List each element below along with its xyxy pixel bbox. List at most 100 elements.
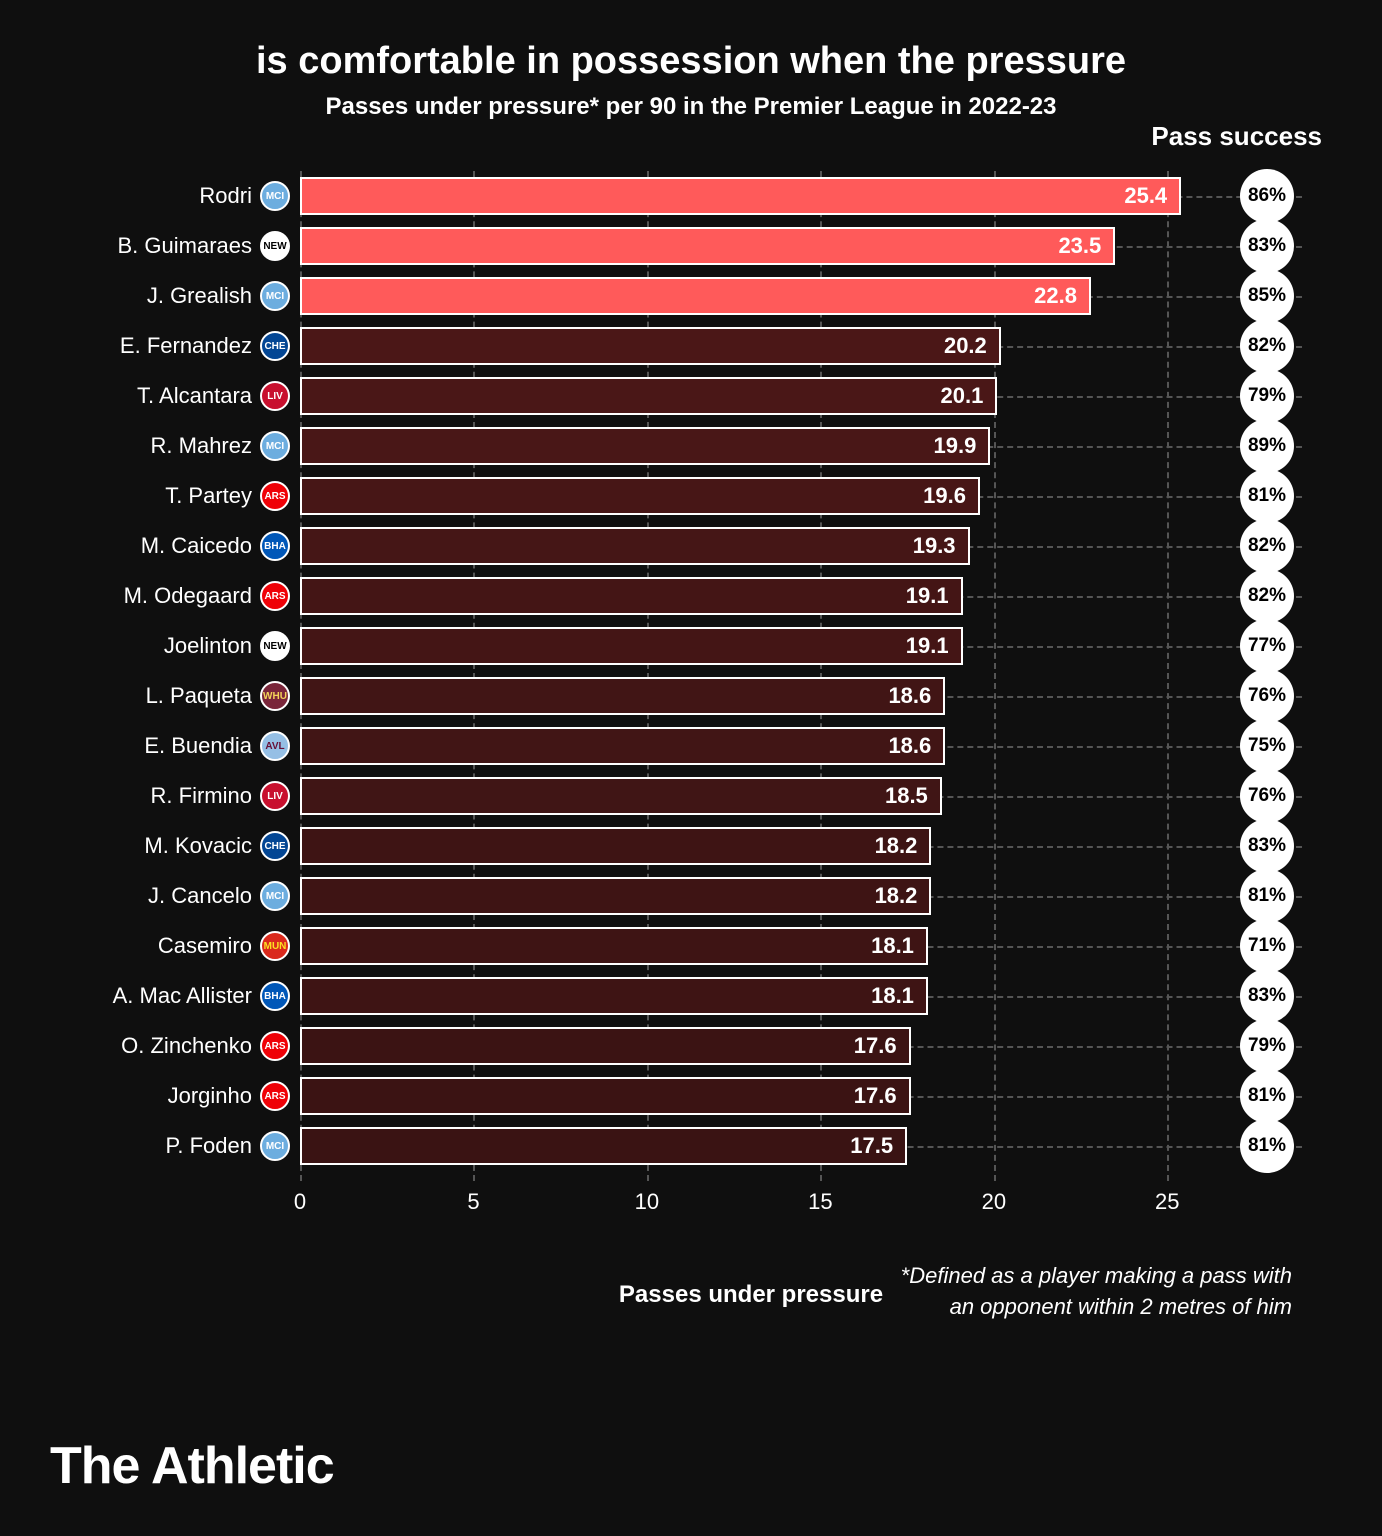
player-name: M. Caicedo: [52, 533, 252, 559]
pass-success-badge: 77%: [1240, 619, 1294, 673]
player-name: J. Grealish: [52, 283, 252, 309]
chart-row: E. FernandezCHE20.282%: [300, 321, 1202, 371]
bar: 18.5: [300, 777, 942, 815]
chart-area: Pass success RodriMCI25.486%B. Guimaraes…: [300, 161, 1202, 1231]
club-crest-icon: BHA: [260, 981, 290, 1011]
chart-row: A. Mac AllisterBHA18.183%: [300, 971, 1202, 1021]
pass-success-badge: 86%: [1240, 169, 1294, 223]
club-crest-icon: NEW: [260, 631, 290, 661]
club-crest-icon: LIV: [260, 381, 290, 411]
x-tick: 20: [982, 1189, 1006, 1215]
bar: 18.1: [300, 977, 928, 1015]
chart-row: B. GuimaraesNEW23.583%: [300, 221, 1202, 271]
club-crest-icon: ARS: [260, 481, 290, 511]
bar: 19.6: [300, 477, 980, 515]
player-name: B. Guimaraes: [52, 233, 252, 259]
player-name: A. Mac Allister: [52, 983, 252, 1009]
pass-success-badge: 81%: [1240, 1119, 1294, 1173]
bar: 18.2: [300, 877, 931, 915]
club-crest-icon: NEW: [260, 231, 290, 261]
pass-success-badge: 76%: [1240, 769, 1294, 823]
pass-success-badge: 81%: [1240, 869, 1294, 923]
pass-success-badge: 83%: [1240, 219, 1294, 273]
chart-row: R. FirminoLIV18.576%: [300, 771, 1202, 821]
chart-row: O. ZinchenkoARS17.679%: [300, 1021, 1202, 1071]
club-crest-icon: MCI: [260, 881, 290, 911]
pass-success-badge: 83%: [1240, 819, 1294, 873]
chart-row: CasemiroMUN18.171%: [300, 921, 1202, 971]
pass-success-header: Pass success: [1151, 121, 1322, 152]
club-crest-icon: MUN: [260, 931, 290, 961]
chart-row: L. PaquetaWHU18.676%: [300, 671, 1202, 721]
chart-row: RodriMCI25.486%: [300, 171, 1202, 221]
bar: 20.2: [300, 327, 1001, 365]
chart-row: T. ParteyARS19.681%: [300, 471, 1202, 521]
chart-row: J. GrealishMCI22.885%: [300, 271, 1202, 321]
chart-subtitle: Passes under pressure* per 90 in the Pre…: [60, 93, 1322, 121]
player-name: Jorginho: [52, 1083, 252, 1109]
player-name: Casemiro: [52, 933, 252, 959]
pass-success-badge: 76%: [1240, 669, 1294, 723]
chart-row: R. MahrezMCI19.989%: [300, 421, 1202, 471]
player-name: Rodri: [52, 183, 252, 209]
x-tick: 0: [294, 1189, 306, 1215]
bar: 19.9: [300, 427, 990, 465]
player-name: M. Kovacic: [52, 833, 252, 859]
chart-row: JoelintonNEW19.177%: [300, 621, 1202, 671]
bar: 18.6: [300, 727, 945, 765]
bar: 19.3: [300, 527, 970, 565]
bar: 20.1: [300, 377, 997, 415]
club-crest-icon: LIV: [260, 781, 290, 811]
x-axis: 0510152025: [300, 1181, 1202, 1231]
pass-success-badge: 81%: [1240, 1069, 1294, 1123]
bar: 18.2: [300, 827, 931, 865]
pass-success-badge: 71%: [1240, 919, 1294, 973]
bar: 22.8: [300, 277, 1091, 315]
pass-success-badge: 83%: [1240, 969, 1294, 1023]
pass-success-badge: 79%: [1240, 1019, 1294, 1073]
player-name: E. Buendia: [52, 733, 252, 759]
x-tick: 10: [635, 1189, 659, 1215]
bar: 17.6: [300, 1027, 911, 1065]
player-name: M. Odegaard: [52, 583, 252, 609]
club-crest-icon: ARS: [260, 1081, 290, 1111]
bar: 18.6: [300, 677, 945, 715]
player-name: J. Cancelo: [52, 883, 252, 909]
chart-row: M. OdegaardARS19.182%: [300, 571, 1202, 621]
player-name: Joelinton: [52, 633, 252, 659]
player-name: R. Mahrez: [52, 433, 252, 459]
bar: 17.5: [300, 1127, 907, 1165]
x-tick: 15: [808, 1189, 832, 1215]
club-crest-icon: MCI: [260, 181, 290, 211]
chart-row: T. AlcantaraLIV20.179%: [300, 371, 1202, 421]
bar: 25.4: [300, 177, 1181, 215]
club-crest-icon: AVL: [260, 731, 290, 761]
bar: 23.5: [300, 227, 1115, 265]
club-crest-icon: ARS: [260, 1031, 290, 1061]
player-name: L. Paqueta: [52, 683, 252, 709]
player-name: T. Alcantara: [52, 383, 252, 409]
club-crest-icon: BHA: [260, 531, 290, 561]
chart-row: M. CaicedoBHA19.382%: [300, 521, 1202, 571]
pass-success-badge: 82%: [1240, 569, 1294, 623]
club-crest-icon: CHE: [260, 331, 290, 361]
bar: 17.6: [300, 1077, 911, 1115]
player-name: P. Foden: [52, 1133, 252, 1159]
player-name: R. Firmino: [52, 783, 252, 809]
chart-title: is comfortable in possession when the pr…: [60, 40, 1322, 83]
pass-success-badge: 75%: [1240, 719, 1294, 773]
bar: 18.1: [300, 927, 928, 965]
player-name: T. Partey: [52, 483, 252, 509]
player-name: O. Zinchenko: [52, 1033, 252, 1059]
pass-success-badge: 81%: [1240, 469, 1294, 523]
club-crest-icon: ARS: [260, 581, 290, 611]
chart-row: J. CanceloMCI18.281%: [300, 871, 1202, 921]
club-crest-icon: WHU: [260, 681, 290, 711]
chart-row: P. FodenMCI17.581%: [300, 1121, 1202, 1171]
club-crest-icon: CHE: [260, 831, 290, 861]
club-crest-icon: MCI: [260, 1131, 290, 1161]
pass-success-badge: 82%: [1240, 519, 1294, 573]
x-axis-label: Passes under pressure: [300, 1281, 1202, 1309]
chart-rows: RodriMCI25.486%B. GuimaraesNEW23.583%J. …: [300, 161, 1202, 1171]
brand-logo: The Athletic: [50, 1436, 334, 1496]
